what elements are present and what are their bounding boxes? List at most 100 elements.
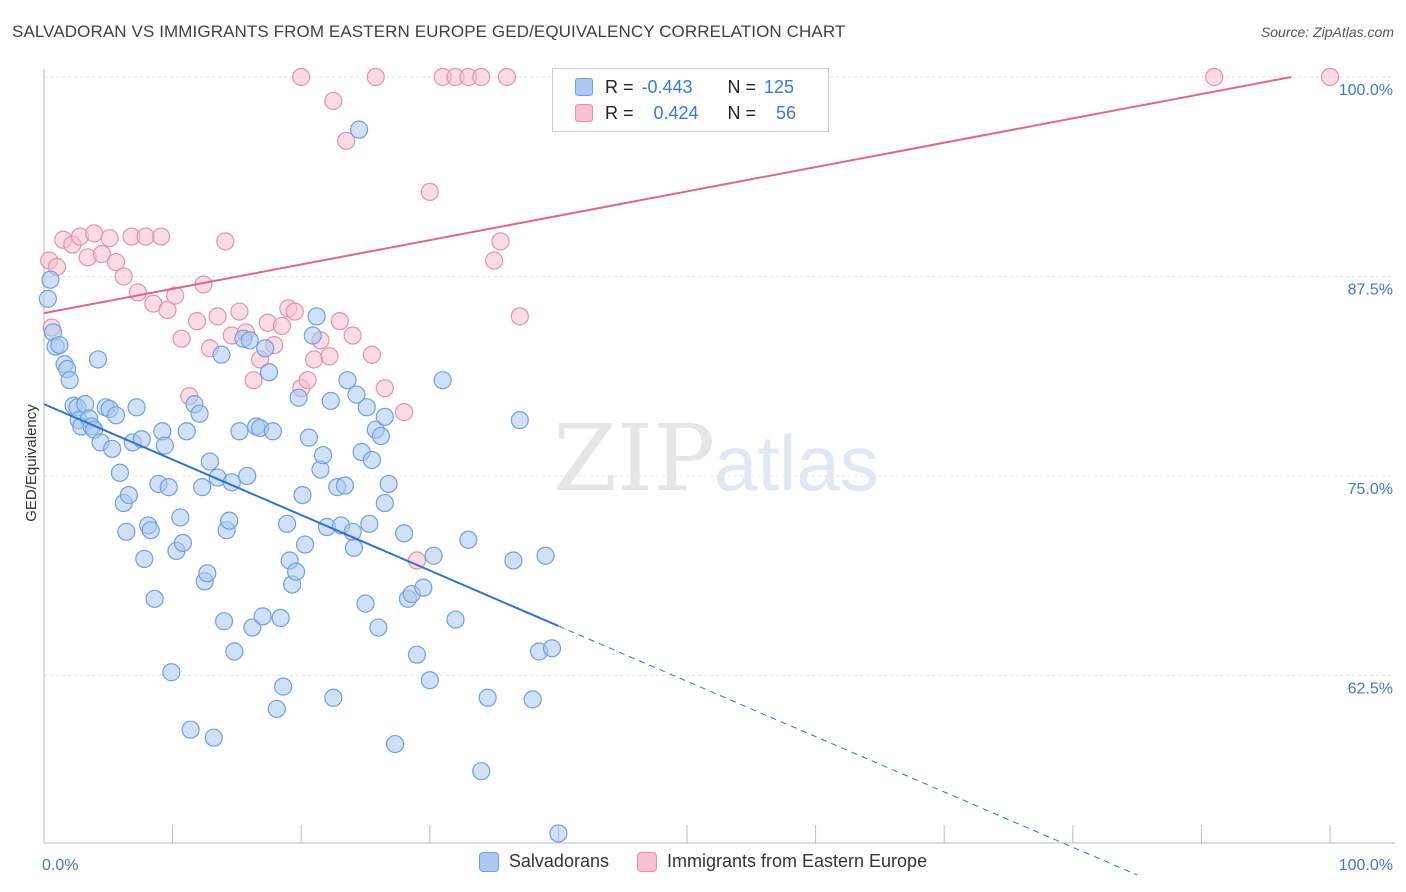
legend-label-salvadorans: Salvadorans <box>508 851 609 871</box>
data-point <box>114 267 133 286</box>
data-point <box>198 564 217 583</box>
data-point <box>244 371 263 390</box>
data-point <box>304 350 324 369</box>
data-point <box>171 508 190 527</box>
data-point <box>158 300 177 320</box>
data-point <box>285 302 304 321</box>
y-tick-label-2: 87.5% <box>1348 281 1393 298</box>
data-point <box>337 131 356 150</box>
data-point <box>271 608 290 628</box>
data-point <box>298 371 317 390</box>
data-point <box>371 426 391 446</box>
data-point <box>225 642 244 661</box>
data-point <box>243 618 262 637</box>
data-point <box>88 350 108 369</box>
data-point <box>145 589 164 608</box>
data-point <box>414 578 433 597</box>
data-point <box>320 347 339 366</box>
data-point <box>360 514 379 533</box>
y-tick-label-1: 75.0% <box>1348 481 1393 498</box>
data-point <box>356 594 375 613</box>
data-point <box>259 363 279 382</box>
data-point <box>485 251 504 270</box>
data-point <box>141 521 160 540</box>
n-label: N = <box>727 76 757 97</box>
data-point <box>103 439 122 458</box>
data-point <box>321 391 340 411</box>
data-point <box>394 403 414 422</box>
legend-row-salvadorans: R = -0.443 N = 125 <box>575 75 794 99</box>
x-tick-label-1: 100.0% <box>1339 857 1393 874</box>
data-point <box>375 407 394 427</box>
data-point <box>344 538 364 557</box>
data-point <box>187 312 207 331</box>
series-eastern-europe-points <box>40 67 1340 570</box>
data-point <box>324 91 343 111</box>
data-point <box>200 452 219 471</box>
trend-lines <box>43 75 1292 876</box>
data-point <box>375 379 394 398</box>
trend-line-eastern-europe <box>43 75 1292 315</box>
legend-swatch-eastern-europe <box>636 851 657 872</box>
n-label: N = <box>727 102 757 123</box>
data-point <box>420 671 439 690</box>
trend-line-salvadorans <box>43 403 559 627</box>
watermark-zip: ZIP <box>553 405 715 512</box>
data-point <box>292 67 311 87</box>
legend-label-eastern-europe: Immigrants from Eastern Europe <box>666 851 928 871</box>
series-legend: Salvadorans Immigrants from Eastern Euro… <box>0 851 1406 872</box>
data-point <box>407 645 427 664</box>
data-point <box>256 339 275 358</box>
data-point <box>159 478 178 497</box>
data-point <box>274 677 293 696</box>
data-point <box>230 302 249 321</box>
r-label: R = <box>605 76 634 97</box>
data-point <box>357 398 376 417</box>
legend-item-salvadorans[interactable]: Salvadorans <box>478 851 609 872</box>
data-point <box>338 371 357 390</box>
data-point <box>173 533 192 553</box>
data-point <box>100 229 119 248</box>
legend-swatch-pink <box>575 104 593 122</box>
legend-swatch-blue <box>575 78 593 96</box>
data-point <box>510 410 529 430</box>
y-axis-label: GED/Equivalency <box>23 404 40 522</box>
source-credit: Source: ZipAtlas.com <box>1260 24 1394 40</box>
data-point <box>181 720 200 739</box>
data-point <box>263 422 283 441</box>
data-point <box>60 371 79 390</box>
series-salvadorans-points <box>38 120 568 843</box>
data-point <box>459 530 478 549</box>
legend-item-eastern-europe[interactable]: Immigrants from Eastern Europe <box>636 851 928 872</box>
data-point <box>289 388 308 407</box>
data-point <box>472 762 491 781</box>
chart-title: SALVADORAN VS IMMIGRANTS FROM EASTERN EU… <box>12 22 846 41</box>
data-point <box>253 607 272 626</box>
n-value: 56 <box>776 102 797 123</box>
data-point <box>433 371 452 390</box>
data-point <box>369 618 388 637</box>
data-point <box>212 345 231 364</box>
data-point <box>193 478 212 497</box>
x-tick-label-0: 0.0% <box>42 857 78 874</box>
data-point <box>128 283 147 302</box>
data-point <box>536 546 555 565</box>
data-point <box>272 316 292 336</box>
data-point <box>335 476 355 495</box>
data-point <box>277 514 297 533</box>
data-point <box>230 422 249 441</box>
data-point <box>523 690 542 709</box>
axes <box>43 69 1395 844</box>
data-point <box>155 436 174 455</box>
data-point <box>50 335 69 355</box>
data-point <box>172 329 191 348</box>
data-point <box>208 307 227 326</box>
data-point <box>472 67 491 87</box>
data-point <box>379 474 398 494</box>
y-tick-label-3: 100.0% <box>1339 82 1393 99</box>
data-point <box>190 404 209 423</box>
data-point <box>313 446 333 465</box>
data-point <box>362 345 382 364</box>
data-point <box>1205 67 1224 87</box>
